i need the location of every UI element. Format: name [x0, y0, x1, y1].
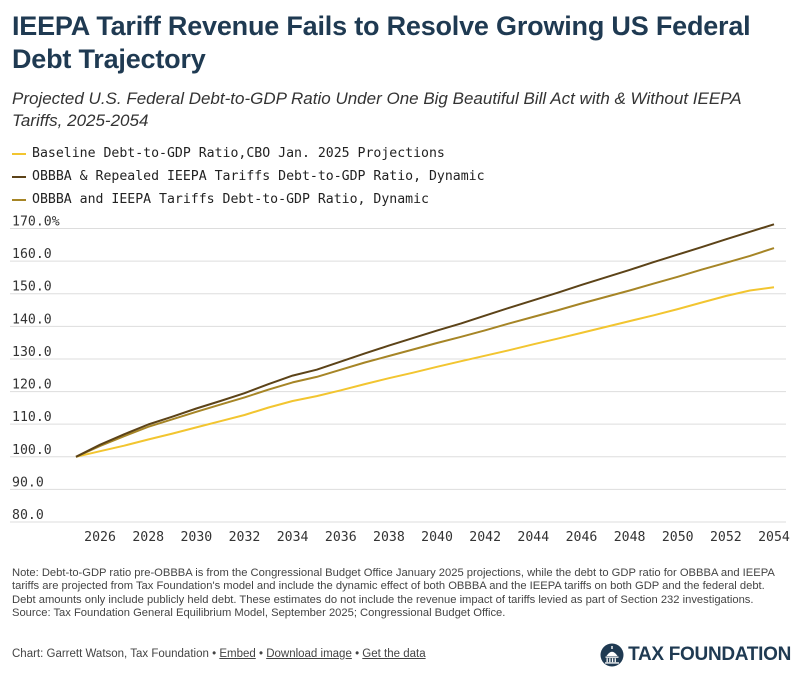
x-tick-label: 2034 — [277, 530, 309, 545]
x-tick-label: 2050 — [662, 530, 694, 545]
x-tick-label: 2048 — [614, 530, 646, 545]
y-tick-label: 80.0 — [12, 508, 44, 523]
y-tick-label: 120.0 — [12, 378, 52, 393]
x-tick-label: 2038 — [373, 530, 405, 545]
legend-swatch-baseline — [12, 152, 26, 155]
legend-swatch-repealed — [12, 175, 26, 178]
chart-subtitle: Projected U.S. Federal Debt-to-GDP Ratio… — [12, 89, 741, 130]
series-lines — [75, 223, 775, 458]
footer-credit: Chart: Garrett Watson, Tax Foundation — [12, 648, 209, 660]
legend-swatch-tariffs — [12, 198, 26, 201]
x-tick-label: 2052 — [710, 530, 742, 545]
line-chart: 80.0 90.0 100.0 110.0 120.0 130.0 140.0 150.0 16… — [10, 215, 790, 545]
legend-item-repealed: OBBBA & Repealed IEEPA Tariffs Debt-to-G… — [12, 165, 485, 188]
brand-name: TAX FOUNDATION — [628, 644, 791, 665]
footer-separator: • — [212, 648, 217, 660]
y-tick-label: 110.0 — [12, 410, 52, 425]
note-text: Note: Debt-to-GDP ratio pre-OBBBA is fro… — [12, 567, 775, 606]
x-axis-ticks: 2026 2028 2030 2032 2034 2036 2038 2040 2042 2044… — [84, 530, 790, 545]
legend-item-tariffs: OBBBA and IEEPA Tariffs Debt-to-GDP Rati… — [12, 188, 485, 211]
series-line-repealed — [75, 223, 775, 458]
legend-label-tariffs: OBBBA and IEEPA Tariffs Debt-to-GDP Rati… — [32, 192, 429, 207]
embed-link[interactable]: Embed — [219, 648, 256, 660]
capitol-dome-icon — [600, 643, 624, 667]
x-tick-label: 2036 — [325, 530, 357, 545]
footer-separator: • — [355, 648, 360, 660]
y-tick-label: 170.0% — [12, 215, 60, 230]
x-tick-label: 2026 — [84, 530, 116, 545]
x-tick-label: 2030 — [180, 530, 212, 545]
y-tick-label: 160.0 — [12, 247, 52, 262]
chart-title: IEEPA Tariff Revenue Fails to Resolve Gr… — [12, 11, 751, 74]
footer-separator: • — [258, 648, 263, 660]
get-data-link[interactable]: Get the data — [362, 648, 426, 660]
x-tick-label: 2042 — [469, 530, 501, 545]
series-line-baseline — [75, 286, 775, 458]
y-tick-label: 100.0 — [12, 443, 52, 458]
y-tick-label: 150.0 — [12, 280, 52, 295]
x-tick-label: 2032 — [229, 530, 261, 545]
chart-legend: Baseline Debt-to-GDP Ratio,CBO Jan. 2025… — [12, 142, 485, 211]
download-image-link[interactable]: Download image — [266, 648, 352, 660]
legend-label-repealed: OBBBA & Repealed IEEPA Tariffs Debt-to-G… — [32, 169, 485, 184]
legend-item-baseline: Baseline Debt-to-GDP Ratio,CBO Jan. 2025… — [12, 142, 485, 165]
brand-logo: TAX FOUNDATION — [600, 643, 791, 667]
y-tick-label: 130.0 — [12, 345, 52, 360]
y-tick-label: 140.0 — [12, 312, 52, 327]
x-tick-label: 2040 — [421, 530, 453, 545]
chart-footer: Chart: Garrett Watson, Tax Foundation • … — [12, 648, 426, 660]
x-tick-label: 2028 — [132, 530, 164, 545]
legend-label-baseline: Baseline Debt-to-GDP Ratio,CBO Jan. 2025… — [32, 146, 445, 161]
x-tick-label: 2046 — [566, 530, 598, 545]
x-tick-label: 2054 — [758, 530, 790, 545]
y-axis-ticks: 80.0 90.0 100.0 110.0 120.0 130.0 140.0 150.0 16… — [12, 215, 60, 523]
series-line-tariffs — [75, 247, 775, 458]
grid-lines — [10, 228, 786, 523]
x-tick-label: 2044 — [517, 530, 549, 545]
y-tick-label: 90.0 — [12, 475, 44, 490]
source-text: Source: Tax Foundation General Equilibri… — [12, 606, 506, 619]
chart-notes: Note: Debt-to-GDP ratio pre-OBBBA is fro… — [12, 567, 788, 620]
